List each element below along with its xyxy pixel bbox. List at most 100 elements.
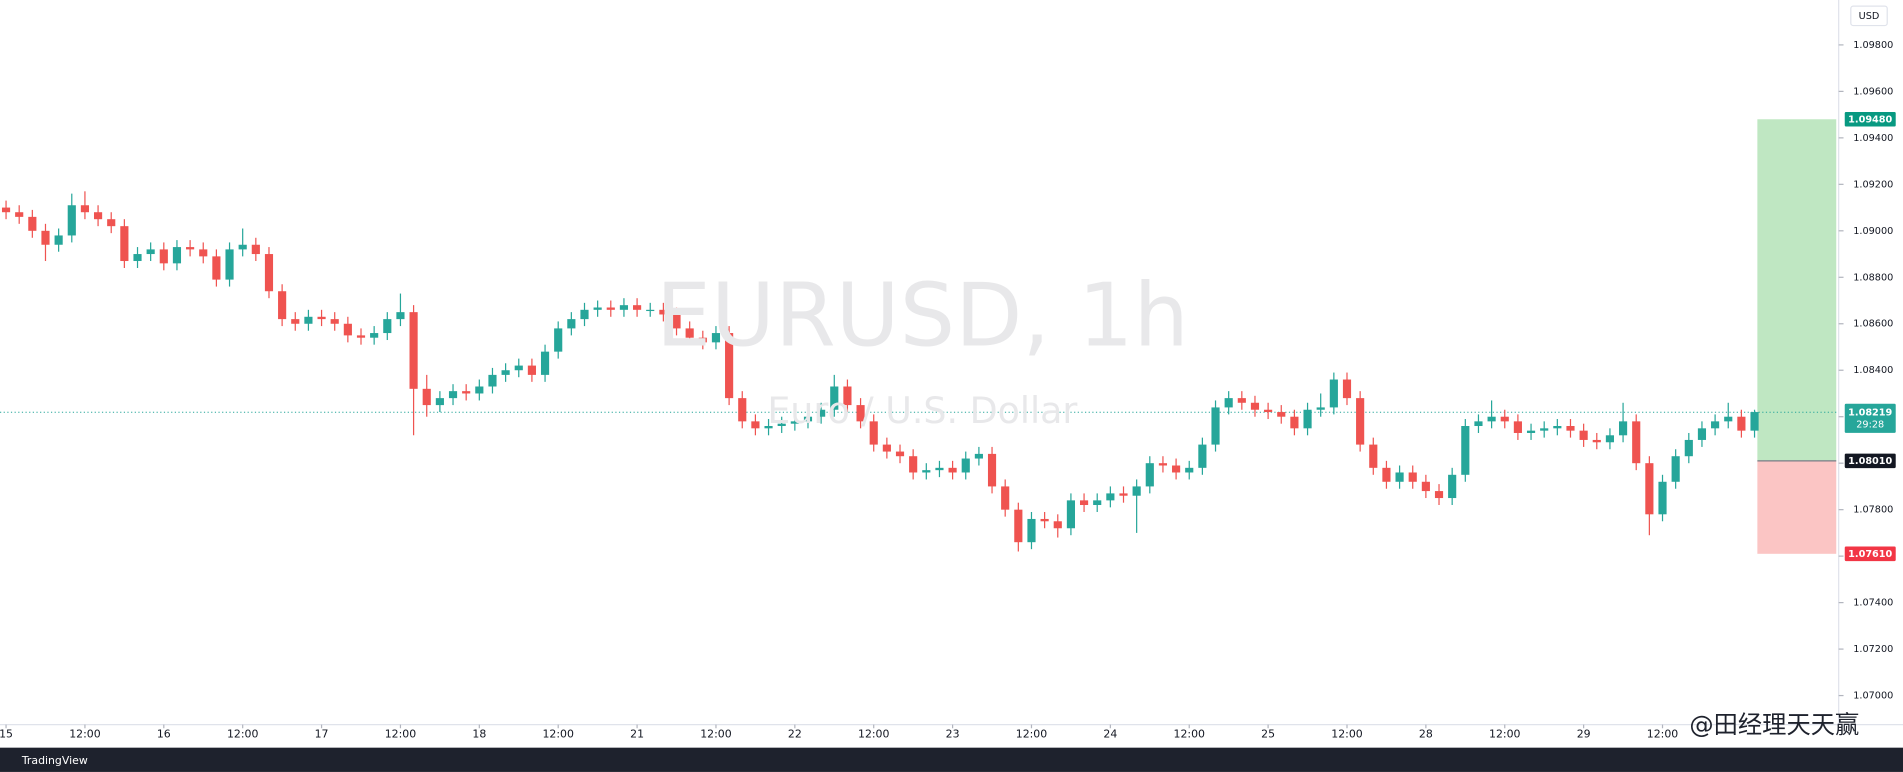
target-tag [1844, 111, 1896, 127]
stop-tag [1844, 546, 1896, 562]
candle-body [1382, 467, 1391, 482]
x-tick-label: 22 [788, 727, 802, 740]
candle-body [435, 398, 444, 406]
candle-body [1198, 444, 1207, 468]
candle-body [514, 365, 523, 371]
last-price-tag [1844, 403, 1896, 433]
candle-body [948, 467, 957, 473]
entry-tag [1844, 453, 1896, 469]
candle-body [672, 314, 681, 329]
candle-body [764, 426, 773, 429]
candle-body [803, 416, 813, 422]
candle-body [396, 312, 405, 320]
candle-body [1711, 421, 1720, 429]
candle-body [725, 333, 734, 399]
candle-body [1342, 379, 1352, 399]
candle-body [1303, 409, 1312, 429]
currency-button[interactable] [1850, 5, 1888, 27]
candle-body [1001, 486, 1010, 510]
candle-body [1119, 493, 1128, 496]
candle-body [1500, 416, 1509, 422]
candle-body [448, 391, 458, 399]
candle-body [790, 421, 799, 424]
candle-body [974, 453, 983, 459]
candle-body [527, 365, 536, 375]
x-tick-label: 24 [1103, 727, 1117, 740]
candle-body [1290, 416, 1299, 429]
brand[interactable]: TradingView [21, 754, 88, 767]
y-tick-label: 1.09000 [1853, 226, 1893, 237]
candle-body [1474, 421, 1483, 427]
y-tick-label: 1.07200 [1853, 644, 1893, 655]
candle-body [54, 235, 63, 245]
candle-body [869, 421, 878, 445]
name-watermark: Euro / U.S. Dollar [767, 389, 1077, 432]
y-tick-label: 1.07400 [1853, 598, 1893, 609]
candle-body [1645, 463, 1654, 515]
candle-body [961, 458, 970, 473]
loss-zone [1757, 460, 1837, 554]
x-tick-label: 12:00 [1331, 727, 1362, 740]
candle-body [330, 319, 339, 324]
countdown-label: 29:28 [1856, 419, 1884, 430]
x-tick-label: 28 [1419, 727, 1433, 740]
candle-body [199, 249, 208, 257]
y-tick-label: 1.09400 [1853, 133, 1893, 144]
candle-body [1093, 500, 1102, 506]
candle-body [212, 256, 221, 280]
candle-body [1329, 379, 1338, 408]
y-tick-label: 1.07000 [1853, 691, 1893, 702]
profit-zone [1757, 119, 1837, 461]
candle-body [133, 254, 142, 262]
candle-body [909, 456, 918, 473]
currency-label[interactable]: USD [1859, 11, 1880, 22]
candle-body [1724, 416, 1733, 422]
entry-label: 1.08010 [1848, 456, 1892, 467]
candle-body [462, 391, 471, 394]
y-tick-label: 1.08600 [1853, 319, 1893, 330]
candle-body [1526, 430, 1536, 433]
candle-body [356, 335, 366, 338]
candle-body [251, 244, 260, 255]
candle-body [41, 230, 50, 245]
candle-body [172, 247, 182, 264]
candle-body [1395, 472, 1404, 482]
candle-body [1566, 426, 1575, 431]
candle-body [580, 309, 589, 320]
candle-body [1040, 518, 1049, 522]
candle-body [1632, 421, 1641, 464]
x-tick-label: 12:00 [1489, 727, 1520, 740]
x-tick-label: 12:00 [69, 727, 100, 740]
candle-body [1605, 435, 1615, 443]
candle-body [711, 333, 721, 343]
x-tick-label: 12:00 [700, 727, 731, 740]
candle-body [1513, 421, 1522, 433]
candle-body [1618, 421, 1628, 436]
watermark-group: EURUSD, 1h Euro / U.S. Dollar [656, 265, 1189, 433]
candle-body [685, 328, 694, 338]
candle-body [1158, 463, 1168, 466]
candle-body [606, 307, 615, 310]
candle-body [1461, 426, 1470, 475]
x-tick-label: 15 [0, 727, 13, 740]
candle-body [120, 226, 129, 262]
candle-body [1, 207, 11, 213]
x-tick-label: 18 [472, 727, 486, 740]
candle-body [1027, 518, 1036, 543]
y-tick-label: 1.07800 [1853, 505, 1893, 516]
candle-body [264, 254, 274, 292]
candle-body [1408, 472, 1417, 482]
x-tick-label: 12:00 [385, 727, 416, 740]
candle-body [1237, 398, 1246, 403]
candle-body [1553, 426, 1562, 429]
candle-body [633, 305, 642, 310]
candle-body [567, 319, 576, 329]
x-tick-label: 12:00 [1174, 727, 1205, 740]
candle-body [1697, 428, 1707, 440]
x-tick-label: 16 [157, 727, 171, 740]
y-tick-label: 1.08400 [1853, 365, 1893, 376]
candle-body [882, 444, 891, 452]
candle-body [1356, 398, 1365, 445]
candle-body [80, 205, 90, 213]
